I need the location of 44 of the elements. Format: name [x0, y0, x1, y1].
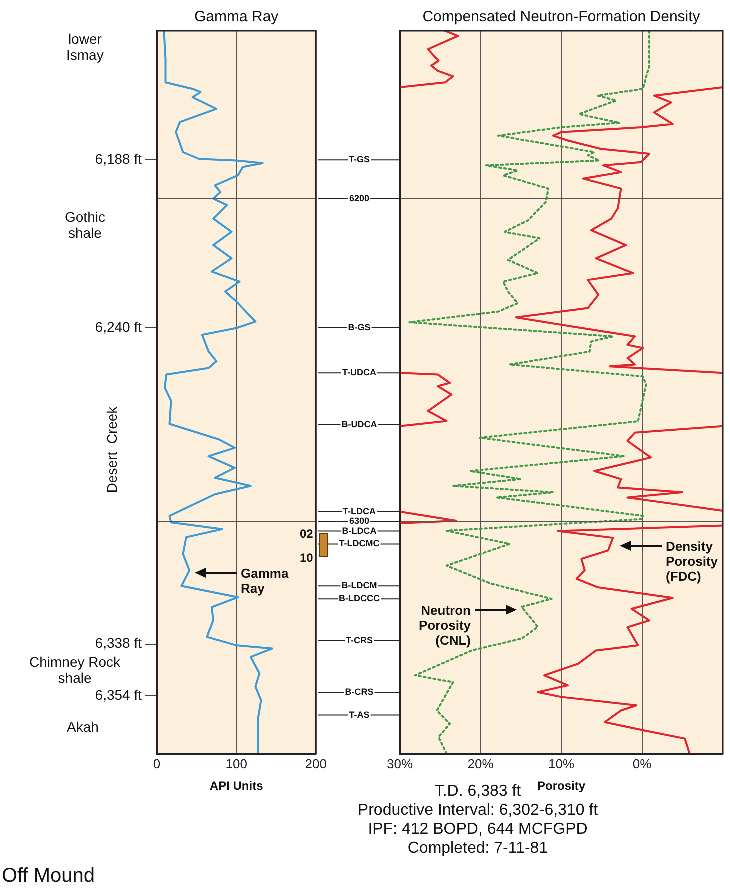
- y-tick-label: B-LDCCC: [339, 594, 380, 604]
- series-label: Neutron Porosity (CNL): [419, 603, 472, 648]
- y-tick-label: B-LDCM: [342, 580, 378, 591]
- y-tick-label: 6200: [349, 193, 370, 204]
- x-tick-label: 200: [305, 756, 328, 772]
- x-tick-label: 20%: [468, 756, 494, 772]
- y-tick-label: 6,338 ft: [95, 635, 142, 652]
- text: T.D. 6,383 ft: [434, 783, 522, 800]
- y-tick-label: T-CRS: [346, 636, 374, 646]
- x-tick-label: 0: [153, 756, 161, 772]
- text: Off Mound: [2, 864, 96, 888]
- y-tick-label: B-LDCA: [342, 526, 378, 536]
- y-tick-label: T-LDCA: [343, 506, 376, 516]
- x-tick-label: 0%: [632, 756, 652, 772]
- x-axis-title: Porosity: [537, 779, 586, 794]
- y-tick-label: 6,188 ft: [95, 150, 142, 167]
- y-tick-label: 6,240 ft: [95, 318, 142, 335]
- text: Completed: 7-11-81: [406, 839, 550, 858]
- y-tick-label: B-CRS: [345, 687, 374, 698]
- y-tick-label: T-UDCA: [342, 368, 377, 378]
- x-axis-title: API Units: [210, 779, 264, 794]
- chart-title: Gamma Ray: [194, 8, 280, 26]
- y-tick-label: B-UDCA: [342, 419, 378, 430]
- annotation: 02: [300, 526, 314, 542]
- chart-title: Compensated Neutron-Formation Density: [422, 8, 701, 26]
- x-tick-label: 10%: [548, 756, 575, 772]
- text: Productive Interval: 6,302-6,310 ft: [356, 801, 600, 820]
- x-tick-label: 30%: [386, 756, 414, 772]
- series-label: Gamma Ray: [241, 566, 289, 596]
- annotation: 10: [300, 550, 314, 566]
- series-label: Density Porosity (FDC): [666, 539, 718, 584]
- text: Akah: [67, 719, 99, 735]
- y-tick-label: T-LDCMC: [339, 538, 380, 549]
- x-tick-label: 100: [226, 756, 248, 772]
- text: Gothic shale: [65, 209, 106, 241]
- text: Chimney Rock shale: [30, 654, 121, 686]
- text: Desert Creek: [104, 406, 120, 494]
- y-tick-label: T-GS: [348, 154, 370, 165]
- y-tick-label: T-AS: [349, 710, 370, 720]
- y-tick-label: 6300: [349, 516, 370, 526]
- text: lower Ismay: [66, 31, 104, 63]
- text: IPF: 412 BOPD, 644 MCFGPD: [367, 820, 589, 839]
- y-tick-label: B-GS: [348, 322, 371, 332]
- y-tick-label: 6,354 ft: [95, 686, 142, 703]
